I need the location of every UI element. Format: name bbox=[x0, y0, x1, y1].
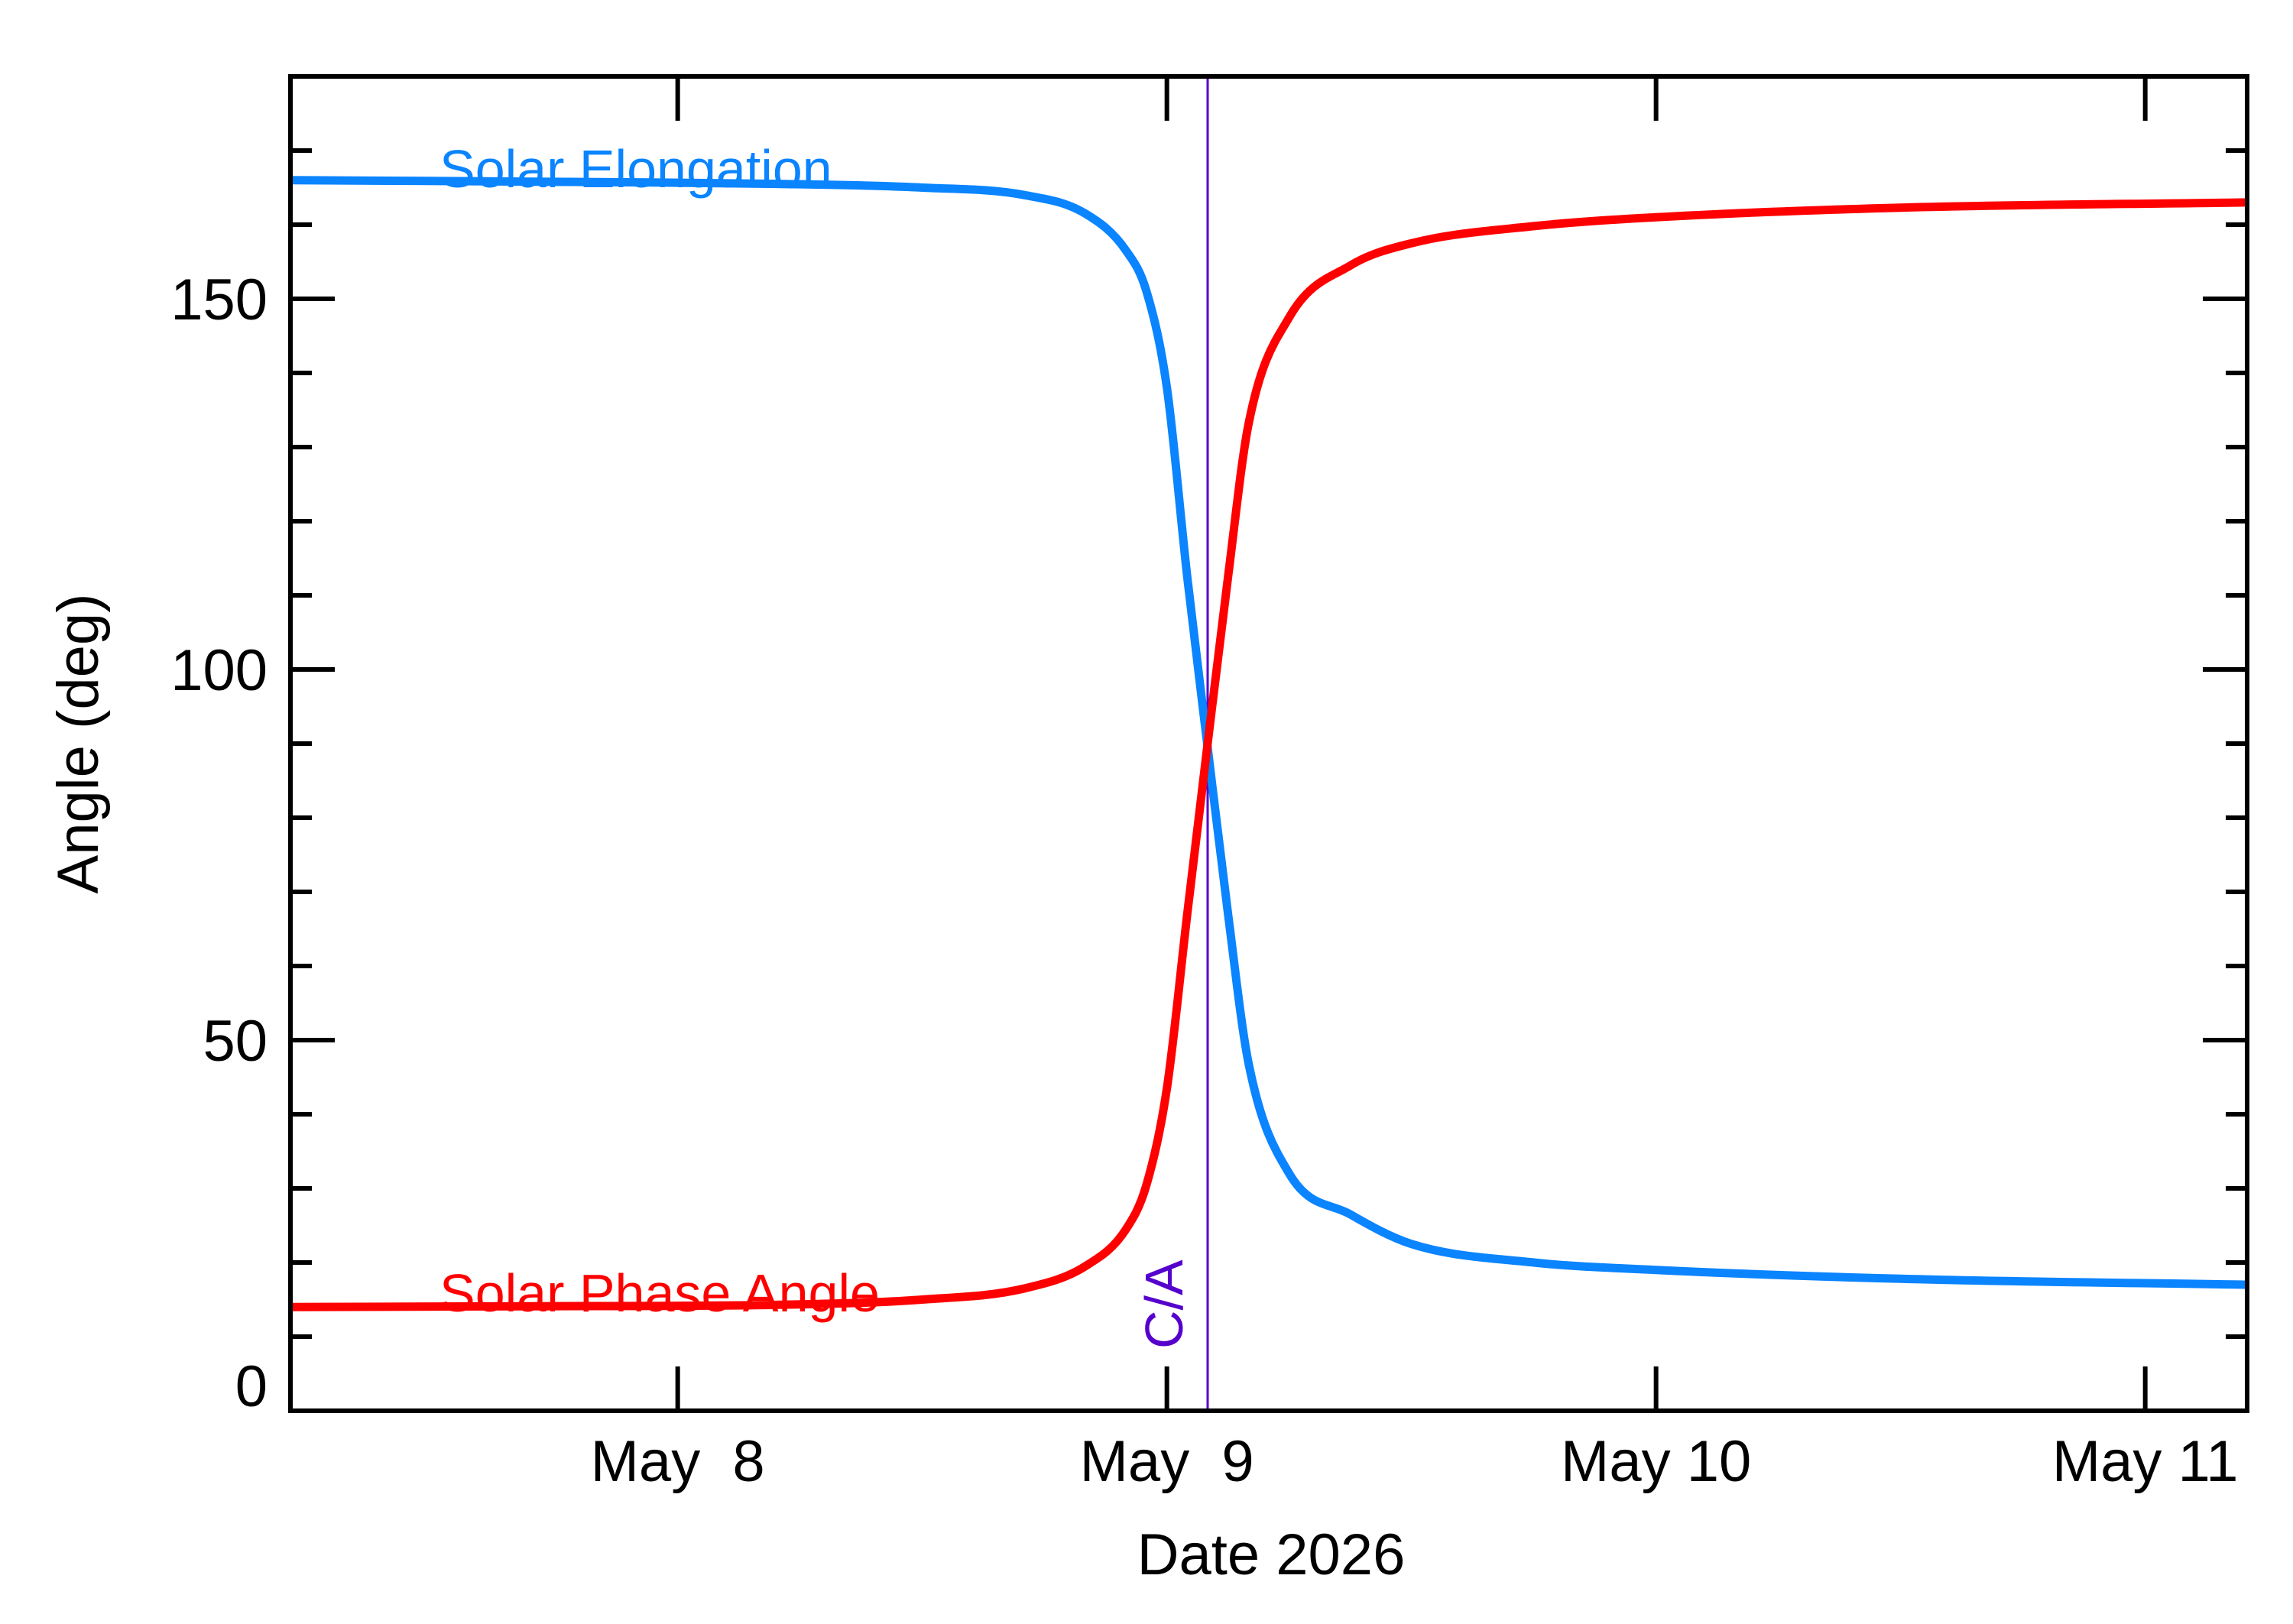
x-tick-label: May 11 bbox=[2052, 1429, 2239, 1494]
plot-frame bbox=[288, 74, 2249, 1413]
closest-approach-marker: C/A bbox=[1134, 76, 1209, 1411]
x-tick-label: May 10 bbox=[1561, 1429, 1751, 1494]
y-tick-label: 100 bbox=[170, 638, 268, 703]
tick-labels: May 8 May 9 May 10 May 11 0 50 100 150 Solar Elo… bbox=[170, 139, 2238, 1494]
y-axis-label: Angle (deg) bbox=[46, 594, 111, 894]
y-tick-label: 150 bbox=[170, 267, 268, 332]
y-tick-label: 50 bbox=[203, 1009, 268, 1074]
series-label-solar-phase-angle: Solar Phase Angle bbox=[439, 1263, 880, 1323]
series-label-solar-elongation: Solar Elongation bbox=[439, 139, 832, 199]
series-line-solar-phase-angle bbox=[290, 198, 2248, 1311]
y-tick-label: 0 bbox=[235, 1354, 268, 1419]
axis-ticks bbox=[290, 76, 2247, 1411]
series-lines bbox=[290, 176, 2248, 1311]
x-axis-label: Date 2026 bbox=[1137, 1522, 1406, 1587]
closest-approach-label: C/A bbox=[1134, 1259, 1194, 1349]
x-tick-label: May 8 bbox=[591, 1429, 765, 1494]
x-tick-label: May 9 bbox=[1080, 1429, 1254, 1494]
